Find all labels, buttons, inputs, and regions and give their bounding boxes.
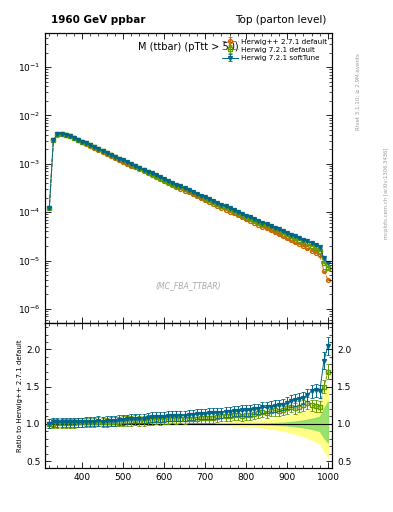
Text: (MC_FBA_TTBAR): (MC_FBA_TTBAR)	[156, 281, 221, 290]
Text: M (ttbar) (pTtt > 50): M (ttbar) (pTtt > 50)	[138, 42, 239, 52]
Legend: Herwig++ 2.7.1 default, Herwig 7.2.1 default, Herwig 7.2.1 softTune: Herwig++ 2.7.1 default, Herwig 7.2.1 def…	[221, 37, 329, 63]
Text: Top (parton level): Top (parton level)	[235, 14, 326, 25]
Text: mcplots.cern.ch [arXiv:1306.3436]: mcplots.cern.ch [arXiv:1306.3436]	[384, 147, 389, 239]
Text: Rivet 3.1.10; ≥ 2.9M events: Rivet 3.1.10; ≥ 2.9M events	[355, 53, 360, 130]
Y-axis label: Ratio to Herwig++ 2.7.1 default: Ratio to Herwig++ 2.7.1 default	[17, 339, 23, 452]
Text: 1960 GeV ppbar: 1960 GeV ppbar	[51, 14, 145, 25]
